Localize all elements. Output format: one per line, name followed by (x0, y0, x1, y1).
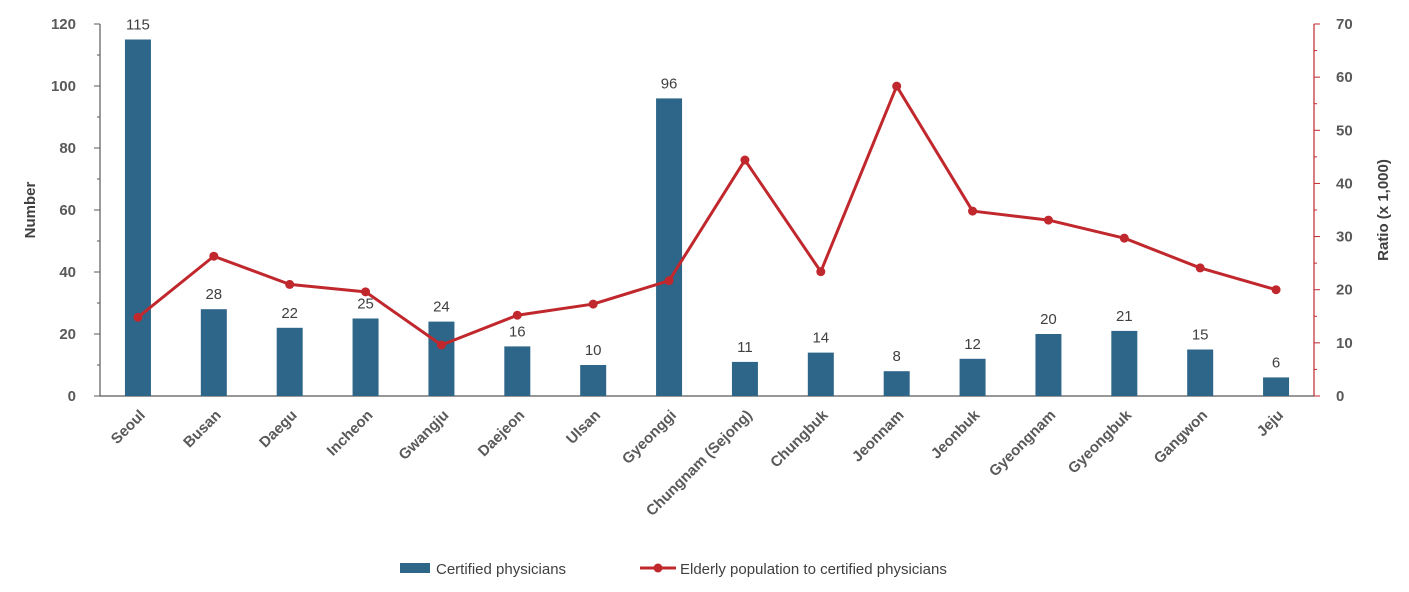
y-tick-label-left: 60 (59, 202, 76, 219)
bar-gyeonggi (656, 98, 683, 397)
ratio-point (209, 251, 219, 261)
ratio-point (892, 81, 902, 91)
x-tick-label: Seoul (108, 407, 149, 448)
ratio-point (285, 279, 295, 289)
bar-value-label: 11 (737, 339, 753, 356)
legend: Certified physicians Elderly population t… (400, 561, 947, 578)
bar-chungnam-sejong- (731, 361, 758, 396)
ratio-point (664, 276, 674, 286)
x-tick-label: Ulsan (563, 407, 604, 448)
x-tick-label: Gwangju (395, 407, 452, 464)
y-tick-label-left: 100 (51, 78, 76, 95)
x-tick-label: Chungbuk (767, 406, 832, 471)
ratio-point (512, 310, 522, 320)
y-tick-label-right: 50 (1336, 122, 1353, 139)
y-tick-label-left: 120 (51, 16, 76, 33)
bar-value-label: 14 (812, 330, 829, 347)
bar-value-label: 28 (205, 286, 222, 303)
axes: 0 20 40 60 80 100 120 Number 0 10 20 30 40 50 60 70 Rati… (22, 16, 1392, 520)
x-tick-label: Busan (180, 407, 224, 451)
bar-value-label: 15 (1192, 327, 1209, 344)
bar-value-label: 16 (509, 323, 526, 340)
y-tick-label-right: 0 (1336, 388, 1344, 405)
x-tick-label: Gyeongbuk (1065, 406, 1136, 477)
bar-value-label: 6 (1272, 354, 1280, 371)
y-tick-label-right: 10 (1336, 335, 1353, 352)
ratio-point (1195, 263, 1205, 273)
bar-value-label: 25 (357, 296, 374, 313)
bar-busan (200, 309, 227, 396)
y-tick-label-left: 40 (59, 264, 76, 281)
ratio-line (136, 84, 1277, 347)
y-axis-title-left: Number (22, 182, 39, 239)
bar-value-label: 22 (281, 305, 298, 322)
bar-value-label: 20 (1040, 311, 1057, 328)
y-tick-label-right: 20 (1336, 282, 1353, 299)
data-labels: 115 28 22 25 24 16 10 96 11 14 8 12 20 21 15 6 (126, 17, 1280, 372)
ratio-point (588, 299, 598, 309)
bar-value-label: 12 (964, 336, 981, 353)
y-tick-label-right: 60 (1336, 69, 1353, 86)
bar-chungbuk (807, 352, 834, 396)
bar-value-label: 96 (661, 75, 678, 92)
bar-ulsan (580, 365, 607, 396)
y-tick-label-right: 40 (1336, 175, 1353, 192)
legend-marker-line (653, 563, 663, 573)
bar-gangwon (1187, 349, 1214, 396)
bar-gwangju (428, 321, 455, 396)
bar-gyeongbuk (1111, 330, 1138, 396)
ratio-point (361, 287, 371, 297)
y-tick-label-left: 20 (59, 326, 76, 343)
bar-series (124, 39, 1290, 397)
x-tick-label: Incheon (324, 407, 377, 460)
bar-value-label: 10 (585, 342, 602, 359)
ratio-point (436, 340, 446, 350)
x-tick-label: Gyeonggi (619, 407, 680, 468)
bar-jeonnam (883, 371, 910, 396)
line-series (133, 81, 1281, 350)
legend-label-line: Elderly population to certified physicia… (680, 561, 947, 578)
bar-daejeon (504, 346, 531, 396)
bar-gyeongnam (1035, 334, 1062, 396)
bar-daegu (276, 327, 303, 396)
x-tick-label: Jeonbuk (928, 406, 984, 462)
ratio-point (1043, 215, 1053, 225)
ratio-point (740, 155, 750, 165)
ratio-point (1119, 233, 1129, 243)
ratio-point (133, 312, 143, 322)
legend-label-bars: Certified physicians (436, 561, 566, 578)
ratio-point (1271, 285, 1281, 295)
bar-value-label: 8 (893, 348, 901, 365)
x-tick-label: Daegu (256, 407, 300, 451)
x-tick-label: Daejeon (475, 407, 528, 460)
bar-value-label: 115 (126, 17, 150, 34)
x-tick-label: Gyeongnam (986, 407, 1059, 480)
y-axis-title-right: Ratio (x 1,000) (1375, 159, 1392, 261)
bar-jeju (1263, 377, 1290, 396)
bar-incheon (352, 318, 379, 396)
y-tick-label-left: 80 (59, 140, 76, 157)
x-tick-label: Jeonnam (849, 407, 908, 466)
bar-value-label: 21 (1116, 308, 1133, 325)
x-tick-label: Gangwon (1151, 407, 1211, 467)
y-tick-label-right: 30 (1336, 229, 1353, 246)
ratio-point (968, 206, 978, 216)
y-tick-label-right: 70 (1336, 16, 1353, 33)
bar-value-label: 24 (433, 299, 450, 316)
y-tick-label-left: 0 (68, 388, 76, 405)
bar-jeonbuk (959, 358, 986, 396)
x-tick-label: Jeju (1254, 407, 1287, 440)
bar-seoul (124, 39, 151, 396)
ratio-point (816, 267, 826, 277)
legend-swatch-bars (400, 563, 430, 573)
